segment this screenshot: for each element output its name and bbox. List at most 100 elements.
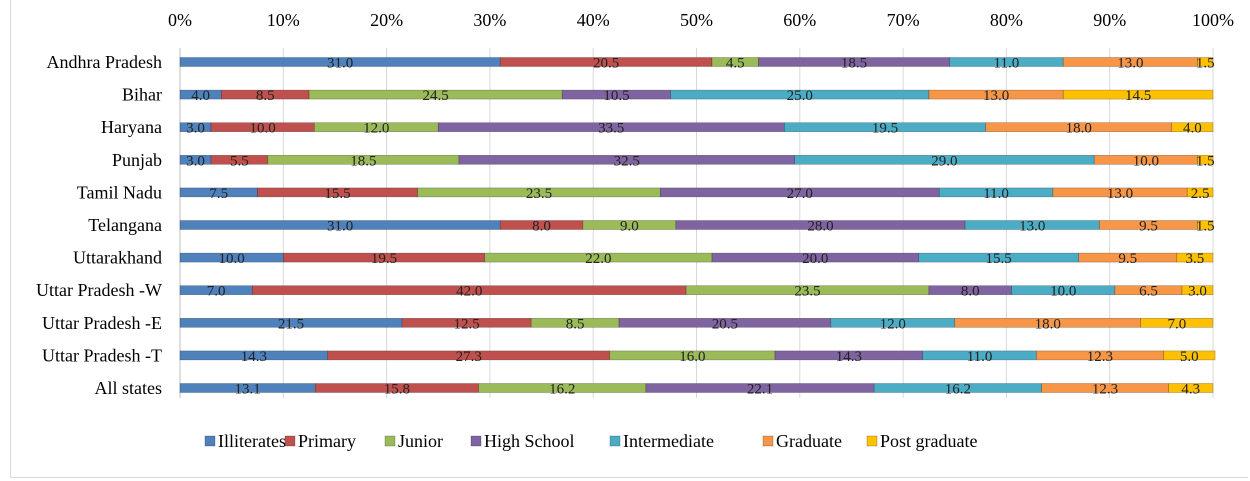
legend-label: Graduate [776,431,842,451]
data-label: 19.5 [371,251,397,267]
data-label: 5.5 [230,153,249,169]
data-label: 12.3 [1092,382,1118,398]
x-tick-label: 20% [370,10,403,30]
category-label: Punjab [112,150,162,170]
data-label: 16.0 [679,349,705,365]
data-label: 12.5 [454,316,480,332]
data-label: 14.3 [836,349,862,365]
category-label: Uttar Pradesh -W [36,280,162,300]
bar-segment [267,155,460,165]
category-label: Uttarakhand [73,248,162,268]
data-label: 23.5 [526,186,552,202]
data-label: 6.5 [1139,284,1158,300]
bar-segment [1171,122,1214,132]
data-label: 29.0 [931,153,957,169]
data-label: 32.5 [614,153,640,169]
legend-label: Post graduate [880,431,977,451]
data-label: 3.5 [1186,251,1205,267]
x-tick-label: 50% [680,10,713,30]
data-label: 8.5 [566,316,585,332]
category-label: Uttar Pradesh -T [42,345,162,365]
data-label: 20.5 [593,56,619,72]
data-label: 1.5 [1196,219,1215,235]
legend-label: Illiterates [218,431,286,451]
bar-segment [1181,285,1214,296]
data-label: 7.0 [1167,316,1186,332]
data-label: 31.0 [327,219,353,235]
data-label: 14.3 [241,349,267,365]
data-label: 4.0 [1183,121,1202,137]
data-label: 3.0 [1188,284,1207,300]
bar-segment [1062,89,1214,100]
data-label: 23.5 [794,284,820,300]
data-label: 3.0 [186,121,205,137]
data-label: 11.0 [994,56,1020,72]
category-label: Bihar [122,85,162,105]
legend-swatch [384,435,396,447]
data-label: 42.0 [456,284,482,300]
data-label: 13.0 [1019,219,1045,235]
category-label: Uttar Pradesh -E [42,313,162,333]
data-label: 7.5 [209,186,228,202]
bar-segment [985,122,1172,132]
data-label: 15.5 [986,251,1012,267]
data-label: 8.0 [961,284,980,300]
legend-swatch [204,435,216,447]
x-tick-label: 100% [1192,10,1234,30]
data-label: 18.5 [841,56,867,72]
data-label: 7.0 [207,284,226,300]
data-label: 5.0 [1180,349,1199,365]
data-label: 12.3 [1087,349,1113,365]
bar-segment [582,220,677,230]
data-label: 10.5 [603,88,629,104]
legend-label: Junior [398,431,443,451]
data-label: 9.0 [620,219,639,235]
x-tick-label: 10% [267,10,300,30]
data-label: 13.0 [983,88,1009,104]
data-label: 20.0 [802,251,828,267]
data-label: 10.0 [250,121,276,137]
legend-swatch [866,435,878,447]
data-label: 19.5 [872,121,898,137]
data-label: 20.5 [712,316,738,332]
data-label: 15.5 [324,186,350,202]
data-label: 4.0 [191,88,210,104]
data-label: 9.5 [1118,251,1137,267]
x-tick-label: 0% [168,10,192,30]
data-label: 16.2 [945,382,971,398]
data-label: 28.0 [807,219,833,235]
data-label: 14.5 [1125,88,1151,104]
data-label: 21.5 [278,316,304,332]
category-label: Telangana [88,215,162,235]
legend-swatch [470,435,482,447]
data-label: 12.0 [363,121,389,137]
data-label: 2.5 [1191,186,1210,202]
data-label: 31.0 [327,56,353,72]
data-label: 9.5 [1139,219,1158,235]
bar-segment [1168,383,1214,393]
x-tick-label: 80% [990,10,1023,30]
x-tick-label: 30% [473,10,506,30]
data-label: 15.8 [384,382,410,398]
legend-swatch [609,435,621,447]
category-label: All states [95,378,163,398]
bar-segment [1197,220,1214,230]
x-tick-label: 90% [1093,10,1126,30]
data-label: 1.5 [1196,56,1215,72]
data-label: 4.5 [726,56,745,72]
legend-label: Primary [298,431,356,451]
category-label: Haryana [101,117,162,137]
category-label: Andhra Pradesh [47,52,162,72]
data-label: 10.0 [1133,153,1159,169]
bar-segment [1041,383,1169,393]
data-label: 22.1 [747,382,773,398]
category-label: Tamil Nadu [77,182,162,202]
data-label: 18.0 [1066,121,1092,137]
data-label: 13.1 [235,382,261,398]
bar-segment [758,57,950,67]
data-label: 8.5 [256,88,275,104]
data-label: 33.5 [598,121,624,137]
data-label: 4.3 [1181,382,1200,398]
data-label: 24.5 [423,88,449,104]
chart-frame [10,0,1248,478]
